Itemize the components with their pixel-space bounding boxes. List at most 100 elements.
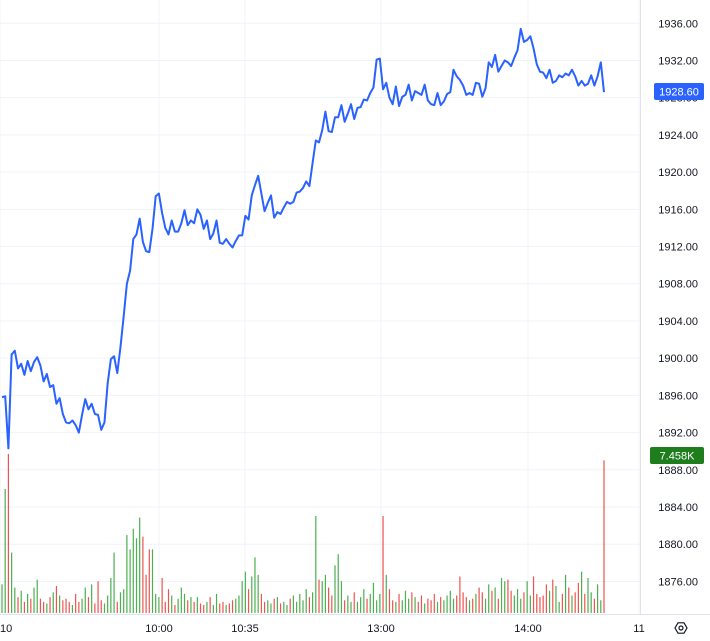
volume-bar [597, 584, 599, 613]
volume-bar [167, 589, 170, 613]
volume-bar [17, 597, 19, 613]
volume-bar [552, 579, 554, 613]
volume-bar [20, 590, 22, 613]
volume-bar [574, 592, 576, 613]
price-line [1, 27, 605, 450]
volume-bar [331, 595, 333, 613]
volume-bar [590, 592, 592, 613]
volume-bar [75, 593, 77, 613]
volume-bar [110, 578, 112, 613]
volume-bar [235, 598, 237, 613]
price-tick-label: 1896.00 [658, 390, 698, 402]
volume-bar [449, 590, 451, 613]
volume-bar [296, 601, 298, 613]
volume-bar [68, 601, 70, 613]
volume-bar [231, 600, 234, 613]
volume-bar [183, 593, 186, 613]
volume-bar [212, 605, 214, 613]
volume-bar [443, 600, 445, 613]
volume-bar [507, 579, 509, 613]
volume-bar [203, 605, 205, 613]
volume-bar [536, 593, 538, 613]
settings-icon[interactable] [674, 622, 688, 634]
volume-bars [1, 454, 605, 613]
volume-bar [241, 581, 243, 613]
volume-bar [7, 454, 9, 613]
volume-bar [199, 603, 202, 613]
volume-bar [129, 549, 131, 613]
last-volume-label: 7.458K [650, 447, 704, 464]
volume-bar [100, 600, 102, 613]
volume-bar [504, 581, 506, 613]
volume-bar [491, 590, 493, 613]
volume-bar [132, 528, 134, 613]
volume-bar [36, 579, 38, 613]
volume-bar [398, 593, 400, 613]
volume-bar [328, 587, 330, 613]
volume-bar [478, 587, 480, 613]
volume-bar [401, 600, 403, 613]
volume-bar [289, 598, 291, 613]
volume-bar [539, 597, 541, 613]
volume-bar [62, 600, 64, 613]
volume-bar [363, 589, 365, 613]
volume-bar [334, 565, 336, 613]
time-axis: 10 10:00 10:35 13:00 14:00 11 [0, 623, 645, 635]
volume-bar [408, 598, 410, 613]
volume-bar [27, 593, 29, 613]
volume-bar [532, 576, 535, 613]
volume-bar [142, 536, 144, 613]
volume-bar [14, 587, 16, 613]
volume-bar [350, 601, 352, 613]
volume-bar [177, 598, 179, 613]
volume-bar [49, 597, 51, 613]
volume-bar [459, 576, 461, 613]
volume-bar [65, 598, 67, 613]
volume-bar [411, 592, 413, 613]
volume-bar [542, 595, 544, 613]
volume-bar [107, 595, 109, 613]
volume-bar [446, 595, 448, 613]
volume-bar [71, 605, 74, 613]
last-price-label: 1928.60 [654, 83, 704, 100]
volume-bar [30, 598, 32, 613]
volume-bar [103, 603, 106, 613]
volume-bar [548, 590, 551, 613]
volume-bar [174, 605, 176, 613]
volume-bar [302, 600, 304, 613]
volume-bar [456, 595, 458, 613]
volume-bar [1, 584, 3, 613]
volume-bar [584, 593, 586, 613]
volume-bar [46, 603, 48, 613]
volume-bar [97, 581, 99, 613]
volume-bar [148, 549, 150, 613]
price-tick-label: 1904.00 [658, 316, 698, 328]
volume-bar [347, 595, 349, 613]
volume-bar [382, 516, 384, 613]
price-tick-label: 1900.00 [658, 353, 698, 365]
volume-bar [379, 593, 381, 613]
volume-bar [523, 592, 525, 613]
volume-bar [263, 601, 266, 613]
volume-bar [420, 595, 423, 613]
volume-bar [11, 552, 13, 613]
time-tick-label: 10:00 [145, 623, 173, 635]
volume-bar [571, 595, 573, 613]
volume-bar [369, 593, 371, 613]
price-tick-label: 1908.00 [658, 279, 698, 291]
volume-bar [545, 584, 547, 613]
volume-bar [494, 587, 496, 613]
volume-bar [279, 603, 282, 613]
volume-bar [510, 590, 512, 613]
volume-bar [462, 592, 464, 613]
volume-bar [468, 600, 471, 613]
volume-bar [395, 601, 397, 613]
chart-grid [0, 0, 640, 614]
volume-bar [276, 597, 278, 613]
volume-bar [251, 576, 253, 613]
volume-bar [353, 592, 355, 613]
volume-bar [247, 589, 250, 613]
volume-bar [520, 598, 522, 613]
price-axis: 1936.001932.001928.001924.001920.001916.… [658, 18, 698, 588]
volume-bar [283, 601, 285, 613]
